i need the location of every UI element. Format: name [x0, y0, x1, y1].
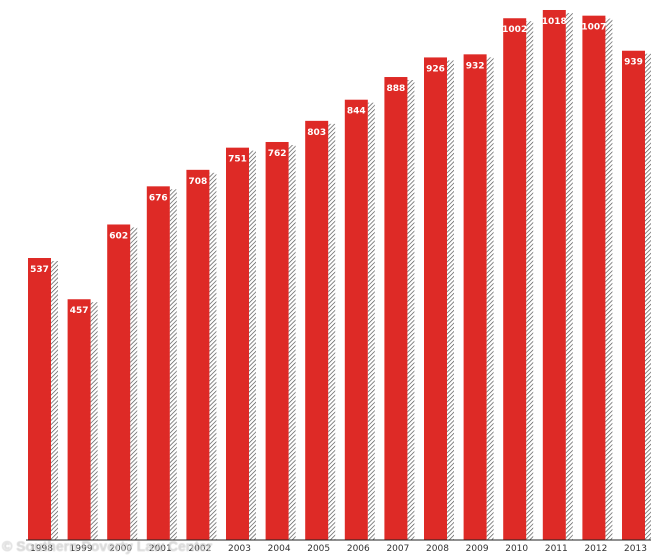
bar-shadow — [209, 172, 217, 540]
value-label: 537 — [30, 265, 49, 275]
x-tick-label: 2006 — [347, 544, 370, 554]
x-tick-label: 2002 — [188, 544, 211, 554]
value-label: 1007 — [581, 23, 606, 33]
value-label: 1002 — [502, 25, 527, 35]
bar-shadow — [328, 123, 336, 540]
bar-1999 — [67, 299, 91, 540]
x-tick-label: 2005 — [307, 544, 330, 554]
value-label: 939 — [624, 58, 643, 68]
bar-shadow — [407, 80, 415, 540]
bar-shadow — [447, 60, 454, 540]
bar-shadow — [605, 18, 613, 541]
x-tick-label: 1998 — [30, 544, 53, 554]
value-label: 844 — [347, 107, 366, 117]
bar-2002 — [186, 169, 210, 540]
bar-shadow — [51, 261, 58, 540]
bar-2004 — [265, 141, 289, 541]
bar-2011 — [542, 9, 566, 541]
value-label: 602 — [109, 231, 128, 241]
bar-shadow — [288, 144, 296, 541]
value-label: 932 — [466, 61, 485, 71]
bar-2005 — [305, 120, 329, 540]
x-tick-label: 1999 — [70, 544, 93, 554]
bar-2008 — [424, 57, 447, 540]
bar-2001 — [146, 186, 170, 540]
value-label: 926 — [426, 64, 445, 74]
x-tick-label: 2003 — [228, 544, 251, 554]
bar-2007 — [384, 77, 408, 540]
bar-shadow — [645, 53, 651, 541]
x-tick-label: 2004 — [268, 544, 291, 554]
bar-shadow — [90, 302, 98, 540]
bar-2000 — [107, 224, 131, 540]
value-label: 751 — [228, 155, 247, 165]
bar-shadow — [130, 227, 138, 540]
bar-2003 — [226, 147, 249, 540]
bar-2013 — [622, 50, 645, 541]
x-tick-label: 2013 — [624, 544, 647, 554]
x-tick-label: 2012 — [584, 544, 607, 554]
value-label: 457 — [70, 306, 89, 316]
value-label: 708 — [189, 177, 208, 187]
bar-2006 — [344, 99, 368, 540]
bar-shadow — [249, 150, 256, 540]
bar-shadow — [169, 189, 177, 540]
value-label: 888 — [387, 84, 406, 94]
value-label: 762 — [268, 149, 287, 159]
bar-2010 — [503, 18, 527, 541]
x-tick-label: 2007 — [386, 544, 409, 554]
value-label: 803 — [307, 128, 326, 138]
x-tick-label: 2001 — [149, 544, 172, 554]
bar-shadow — [526, 21, 534, 541]
value-label: 676 — [149, 193, 168, 203]
bar-2012 — [582, 15, 606, 540]
x-tick-label: 2000 — [109, 544, 132, 554]
value-label: 1018 — [542, 17, 567, 27]
bar-shadow — [486, 57, 494, 540]
x-tick-label: 2008 — [426, 544, 449, 554]
x-tick-label: 2010 — [505, 544, 528, 554]
x-tick-label: 2009 — [466, 544, 489, 554]
bar-2009 — [463, 54, 487, 540]
x-tick-label: 2011 — [545, 544, 568, 554]
bar-shadow — [367, 102, 375, 540]
bar-shadow — [565, 12, 573, 541]
bar-1998 — [28, 258, 51, 540]
